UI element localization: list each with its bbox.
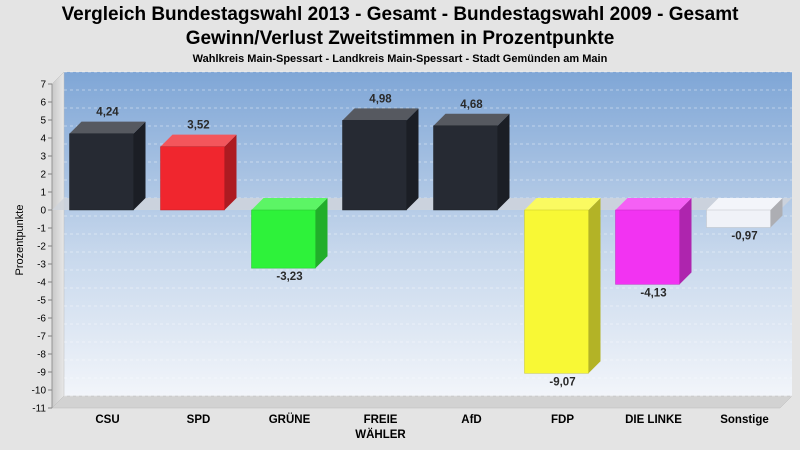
bar-side xyxy=(497,113,510,210)
chart-region: Wahlkreis Main-Spessart - Landkreis Main… xyxy=(192,53,608,65)
bar xyxy=(524,209,589,374)
bar xyxy=(433,125,498,211)
bar xyxy=(160,146,225,211)
y-tick-label: -1 xyxy=(37,224,46,235)
category-label: CSU xyxy=(95,414,119,426)
category-label: WÄHLER xyxy=(355,428,406,441)
y-tick-label: 0 xyxy=(40,206,46,217)
y-tick-label: -8 xyxy=(37,350,46,361)
bar-top xyxy=(160,134,237,147)
category-label: SPD xyxy=(187,414,211,426)
bar-top xyxy=(524,198,601,210)
data-label: -4,13 xyxy=(640,287,666,299)
y-tick-label: -4 xyxy=(37,278,46,289)
left-wall xyxy=(51,71,65,409)
y-tick-label: 2 xyxy=(40,170,46,181)
y-tick-label: -3 xyxy=(37,260,46,271)
bar-side xyxy=(315,198,328,269)
data-label: -3,23 xyxy=(276,271,302,283)
category-label: Sonstige xyxy=(720,414,769,426)
bar-top xyxy=(433,113,510,126)
y-tick-label: -10 xyxy=(32,386,47,397)
bar-side xyxy=(224,134,237,210)
data-label: -0,97 xyxy=(731,230,757,242)
y-tick-label: 4 xyxy=(40,134,46,145)
y-tick-label: -7 xyxy=(37,332,46,343)
data-label: -9,07 xyxy=(549,376,575,388)
y-tick-label: 1 xyxy=(40,188,46,199)
category-label: GRÜNE xyxy=(269,413,311,426)
bar-top xyxy=(251,198,328,210)
category-label: FDP xyxy=(551,414,574,426)
bar xyxy=(69,133,134,211)
bar-top xyxy=(69,121,146,134)
bar-top xyxy=(615,198,692,210)
data-label: 3,52 xyxy=(187,120,209,132)
bar-side xyxy=(133,121,146,210)
y-tick-label: -6 xyxy=(37,314,46,325)
bar-side xyxy=(588,198,601,374)
data-label: 4,24 xyxy=(96,107,119,119)
category-label: DIE LINKE xyxy=(625,414,682,426)
bar-side xyxy=(406,108,419,210)
y-tick-label: -5 xyxy=(37,296,46,307)
bar xyxy=(706,209,771,228)
y-tick-label: -11 xyxy=(32,404,46,415)
bar xyxy=(251,209,316,269)
data-label: 4,68 xyxy=(460,99,483,111)
chart-title: Vergleich Bundestagswahl 2013 - Gesamt -… xyxy=(61,4,739,25)
zero-plane xyxy=(52,198,792,210)
data-label: 4,98 xyxy=(369,93,392,105)
bar-top xyxy=(706,198,783,210)
floor xyxy=(51,395,793,409)
bar-top xyxy=(342,108,419,121)
chart-subtitle: Gewinn/Verlust Zweitstimmen in Prozentpu… xyxy=(185,28,615,49)
bar-side xyxy=(770,198,783,228)
y-tick-label: -2 xyxy=(37,242,46,253)
category-label: FREIE xyxy=(364,414,398,426)
y-tick-label: -9 xyxy=(37,368,46,379)
y-tick-label: 5 xyxy=(40,116,46,127)
category-label: AfD xyxy=(461,414,481,426)
y-tick-label: 7 xyxy=(40,80,46,91)
y-axis-label: Prozentpunkte xyxy=(14,205,26,276)
y-tick-label: 3 xyxy=(40,152,46,163)
bar-side xyxy=(679,198,692,285)
bar xyxy=(615,209,680,285)
bar xyxy=(342,120,407,211)
y-tick-label: 6 xyxy=(40,98,46,109)
